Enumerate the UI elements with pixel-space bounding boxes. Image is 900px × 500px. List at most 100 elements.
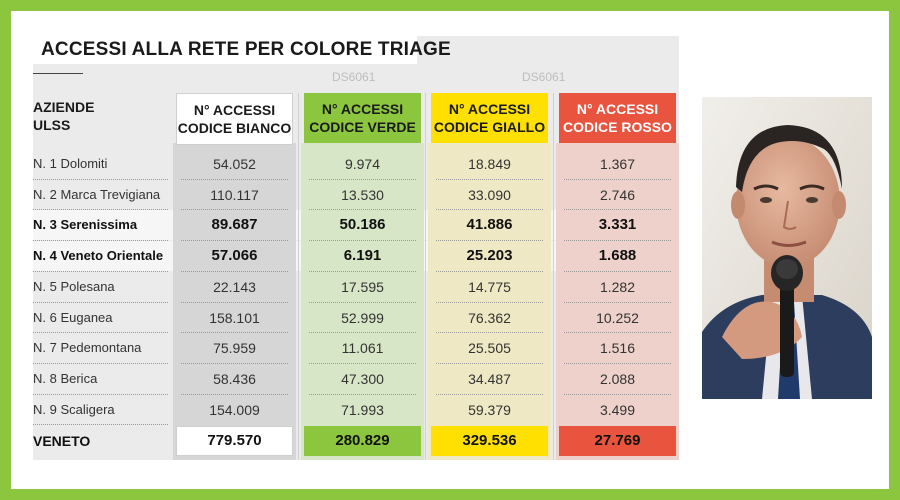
table-cell: 71.993: [341, 401, 384, 418]
cell-divider: [564, 270, 671, 272]
table-cell: 47.300: [341, 370, 384, 387]
row-divider: [33, 424, 168, 426]
cell-divider: [181, 209, 288, 211]
table-cell: 50.186: [339, 216, 386, 234]
table-cell: 33.090: [468, 186, 511, 203]
table-cell: 110.117: [210, 186, 259, 203]
watermark: DS6061: [522, 70, 566, 84]
table-cell: 11.061: [341, 340, 384, 357]
portrait-photo: [702, 97, 872, 399]
row-label: N. 2 Marca Trevigiana: [33, 186, 161, 202]
column-separator: [425, 93, 426, 460]
cell-divider: [564, 393, 671, 395]
table-cell: 25.505: [468, 340, 511, 357]
table-cell: 52.999: [341, 309, 384, 326]
cell-divider: [436, 209, 543, 211]
watermark: DS6061: [332, 70, 376, 84]
cell-divider: [309, 393, 416, 395]
row-divider: [33, 178, 168, 180]
row-label: N. 7 Pedemontana: [33, 340, 142, 356]
table-cell: 3.499: [599, 401, 636, 418]
cell-divider: [564, 178, 671, 180]
cell-divider: [309, 209, 416, 211]
cell-divider: [436, 393, 543, 395]
table-cell: 1.688: [598, 247, 637, 265]
table-cell: 25.203: [466, 247, 513, 265]
total-cell: 329.536: [462, 432, 517, 449]
column-header: N° ACCESSI CODICE VERDE: [304, 93, 421, 143]
cell-divider: [436, 332, 543, 334]
column-separator: [298, 93, 299, 460]
column-header: N° ACCESSI CODICE GIALLO: [431, 93, 548, 143]
total-cell-bg: [176, 426, 293, 456]
total-cell-bg: [559, 426, 676, 456]
cell-divider: [436, 270, 543, 272]
table-cell: 1.367: [599, 156, 636, 172]
cell-divider: [309, 301, 416, 303]
table-cell: 1.282: [599, 278, 636, 295]
row-divider: [33, 301, 168, 303]
table-cell: 2.746: [599, 186, 636, 203]
table-cell: 154.009: [209, 401, 260, 418]
cell-divider: [564, 301, 671, 303]
row-divider: [33, 270, 168, 272]
table-cell: 13.530: [341, 186, 384, 203]
column-header-line1: N° ACCESSI: [576, 101, 659, 117]
table-cell: 58.436: [213, 370, 256, 387]
row-header-line2: ULSS: [33, 117, 71, 133]
row-divider: [33, 209, 168, 211]
row-label: N. 6 Euganea: [33, 309, 113, 325]
cell-divider: [181, 240, 288, 242]
row-label: N. 1 Dolomiti: [33, 156, 108, 171]
row-label: N. 4 Veneto Orientale: [33, 248, 164, 264]
total-cell: 280.829: [335, 432, 390, 449]
row-divider: [33, 240, 168, 242]
column-header-line2: CODICE BIANCO: [177, 120, 292, 136]
row-label: N. 8 Berica: [33, 370, 98, 386]
column-header-line1: N° ACCESSI: [321, 101, 404, 117]
table-cell: 22.143: [213, 278, 256, 295]
title-rule: [33, 73, 83, 74]
cell-divider: [564, 362, 671, 364]
column-header-line1: N° ACCESSI: [448, 101, 531, 117]
table-cell: 34.487: [468, 370, 511, 387]
table-cell: 18.849: [468, 156, 511, 172]
total-cell: 779.570: [207, 432, 262, 449]
table-cell: 54.052: [213, 156, 256, 172]
column-header-line1: N° ACCESSI: [193, 102, 276, 118]
cell-divider: [309, 332, 416, 334]
cell-divider: [181, 362, 288, 364]
column-separator: [553, 93, 554, 460]
table-cell: 76.362: [468, 309, 511, 326]
cell-divider: [309, 240, 416, 242]
table-cell: 9.974: [344, 156, 381, 172]
table-cell: 59.379: [468, 401, 511, 418]
cell-divider: [564, 240, 671, 242]
table-cell: 75.959: [213, 340, 256, 357]
cell-divider: [436, 178, 543, 180]
cell-divider: [309, 178, 416, 180]
table-cell: 57.066: [211, 247, 258, 265]
table-title: ACCESSI ALLA RETE PER COLORE TRIAGE: [33, 36, 451, 64]
cell-divider: [564, 332, 671, 334]
row-header: AZIENDE ULSS: [33, 98, 94, 134]
table-cell: 14.775: [468, 278, 511, 295]
row-label: N. 5 Polesana: [33, 278, 115, 294]
total-label: VENETO: [33, 433, 91, 449]
column-header-line2: CODICE GIALLO: [433, 119, 546, 135]
column-header: N° ACCESSI CODICE BIANCO: [176, 93, 293, 145]
cell-divider: [181, 301, 288, 303]
column-header-line2: CODICE ROSSO: [563, 119, 672, 135]
cell-divider: [436, 240, 543, 242]
table-cell: 3.331: [598, 216, 637, 234]
row-divider: [33, 362, 168, 364]
row-header-line1: AZIENDE: [33, 99, 95, 115]
row-divider: [33, 332, 168, 334]
column-header-line2: CODICE VERDE: [309, 119, 416, 135]
cell-divider: [564, 209, 671, 211]
total-cell-bg: [431, 426, 548, 456]
table-cell: 41.886: [466, 216, 513, 234]
row-label: N. 3 Serenissima: [33, 217, 138, 233]
table-cell: 17.595: [341, 278, 384, 295]
cell-divider: [181, 332, 288, 334]
